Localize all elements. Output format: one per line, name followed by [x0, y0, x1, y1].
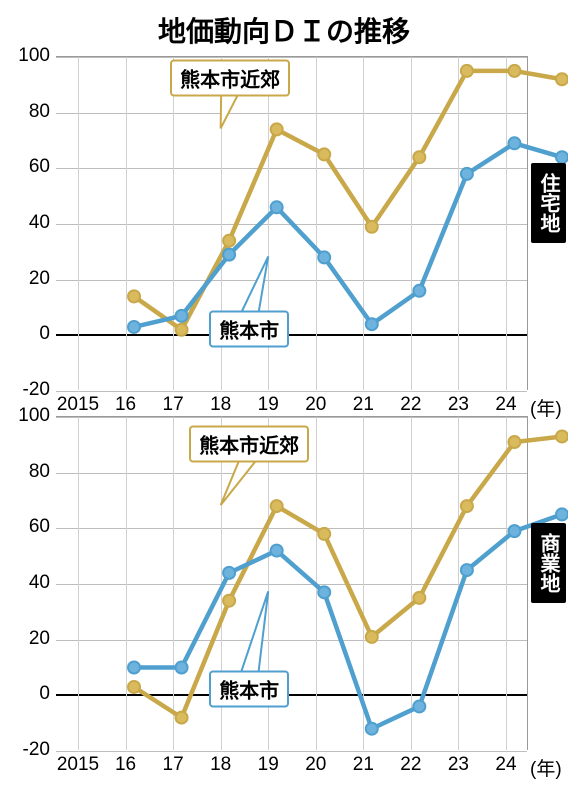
chart-svg — [112, 417, 568, 751]
marker-kinko — [556, 430, 568, 442]
x-tick-label: 18 — [210, 394, 231, 416]
marker-kumamoto — [366, 723, 378, 735]
x-gridline — [78, 417, 79, 750]
marker-kumamoto — [556, 508, 568, 520]
marker-kinko — [176, 712, 188, 724]
y-tick-label: 100 — [0, 405, 50, 427]
marker-kumamoto — [318, 251, 330, 263]
marker-kumamoto — [128, 662, 140, 674]
x-tick-label: 17 — [163, 754, 184, 776]
marker-kinko — [176, 324, 188, 336]
marker-kinko — [318, 528, 330, 540]
marker-kumamoto — [508, 137, 520, 149]
chart-commercial: -200204060801002015161718192021222324(年)… — [0, 416, 568, 750]
series-callout-kinko: 熊本市近郊 — [189, 425, 309, 462]
x-tick-label: 24 — [495, 754, 516, 776]
marker-kumamoto — [366, 318, 378, 330]
marker-kumamoto — [176, 310, 188, 322]
y-tick-label: -20 — [0, 739, 50, 761]
x-tick-label: 20 — [305, 754, 326, 776]
series-callout-kinko: 熊本市近郊 — [170, 60, 290, 97]
y-tick-label: 20 — [0, 628, 50, 650]
marker-kinko — [366, 631, 378, 643]
marker-kumamoto — [271, 201, 283, 213]
series-line-kumamoto — [134, 514, 562, 728]
page-title: 地価動向ＤＩの推移 — [0, 0, 568, 56]
marker-kinko — [318, 148, 330, 160]
plot-area — [56, 56, 528, 390]
side-label: 住宅地 — [531, 163, 566, 243]
y-tick-label: 60 — [0, 156, 50, 178]
marker-kinko — [128, 681, 140, 693]
x-tick-label: 21 — [353, 394, 374, 416]
marker-kumamoto — [508, 525, 520, 537]
series-callout-kumamoto: 熊本市 — [209, 310, 289, 347]
y-tick-label: 40 — [0, 212, 50, 234]
marker-kinko — [556, 73, 568, 85]
x-tick-label: 2015 — [57, 394, 99, 416]
marker-kinko — [508, 436, 520, 448]
x-tick-label: 22 — [400, 394, 421, 416]
x-tick-label: 17 — [163, 394, 184, 416]
x-tick-label: 16 — [115, 754, 136, 776]
gridline — [56, 751, 527, 752]
y-tick-label: 0 — [0, 323, 50, 345]
marker-kumamoto — [318, 586, 330, 598]
marker-kumamoto — [461, 168, 473, 180]
marker-kumamoto — [556, 151, 568, 163]
marker-kinko — [461, 65, 473, 77]
marker-kumamoto — [271, 545, 283, 557]
x-tick-label: 18 — [210, 754, 231, 776]
series-line-kinko — [134, 436, 562, 717]
marker-kinko — [223, 235, 235, 247]
y-tick-label: 100 — [0, 45, 50, 67]
y-tick-label: 0 — [0, 683, 50, 705]
x-unit-label: (年) — [530, 754, 562, 781]
marker-kumamoto — [413, 285, 425, 297]
x-tick-label: 20 — [305, 394, 326, 416]
marker-kumamoto — [223, 249, 235, 261]
x-tick-label: 19 — [258, 394, 279, 416]
marker-kinko — [271, 123, 283, 135]
marker-kinko — [128, 290, 140, 302]
marker-kinko — [461, 500, 473, 512]
marker-kumamoto — [128, 321, 140, 333]
x-tick-label: 16 — [115, 394, 136, 416]
x-tick-label: 21 — [353, 754, 374, 776]
marker-kumamoto — [223, 567, 235, 579]
x-gridline — [78, 57, 79, 390]
gridline — [56, 391, 527, 392]
y-tick-label: 60 — [0, 516, 50, 538]
y-tick-label: 20 — [0, 268, 50, 290]
y-tick-label: 80 — [0, 101, 50, 123]
marker-kinko — [413, 151, 425, 163]
y-tick-label: 40 — [0, 572, 50, 594]
marker-kinko — [271, 500, 283, 512]
series-callout-kumamoto: 熊本市 — [209, 670, 289, 707]
chart-residential: -200204060801002015161718192021222324(年)… — [0, 56, 568, 390]
x-tick-label: 23 — [448, 394, 469, 416]
y-tick-label: 80 — [0, 461, 50, 483]
x-tick-label: 2015 — [57, 754, 99, 776]
marker-kinko — [366, 221, 378, 233]
marker-kinko — [508, 65, 520, 77]
x-tick-label: 23 — [448, 754, 469, 776]
x-tick-label: 22 — [400, 754, 421, 776]
x-tick-label: 19 — [258, 754, 279, 776]
marker-kumamoto — [413, 700, 425, 712]
chart-svg — [112, 57, 568, 391]
marker-kinko — [223, 595, 235, 607]
y-tick-label: -20 — [0, 379, 50, 401]
plot-area — [56, 416, 528, 750]
marker-kinko — [413, 592, 425, 604]
side-label: 商業地 — [531, 523, 566, 603]
x-tick-label: 24 — [495, 394, 516, 416]
marker-kumamoto — [176, 662, 188, 674]
marker-kumamoto — [461, 564, 473, 576]
